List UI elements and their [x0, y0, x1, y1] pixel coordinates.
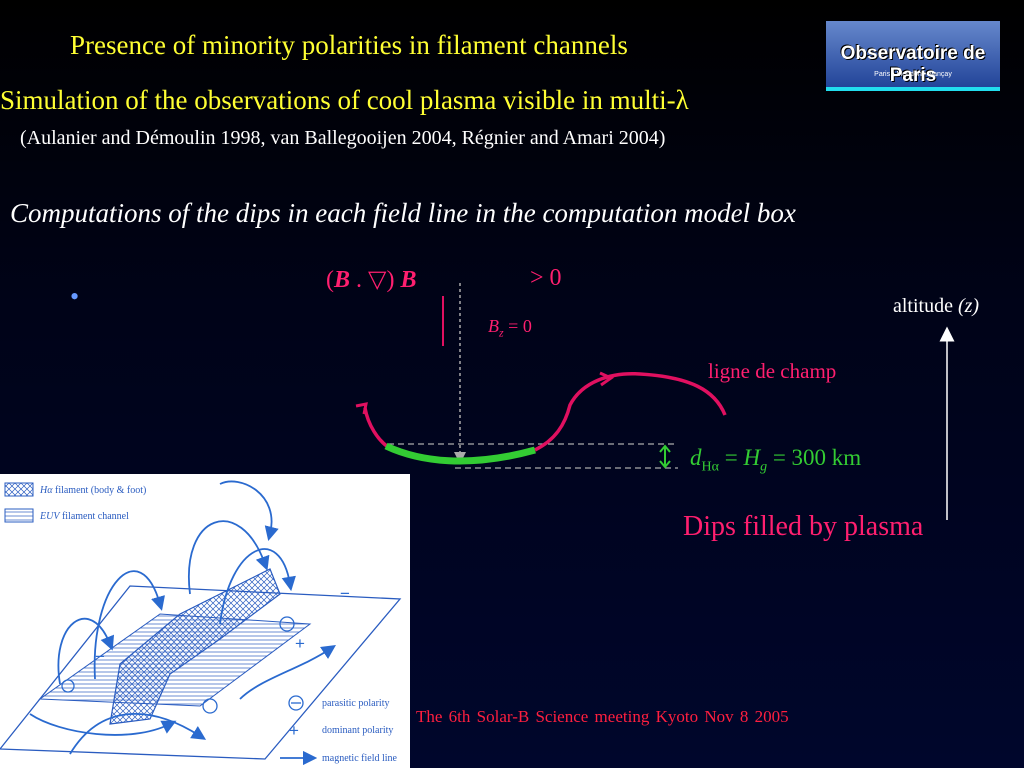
- legend-euv-swatch: [4, 508, 34, 523]
- legend-halpha-prefix: Hα: [39, 485, 53, 496]
- observatoire-logo: Observatoire de Paris Paris • Meudon • N…: [826, 21, 1000, 91]
- legend-halpha-text: filament (body & foot): [52, 485, 146, 496]
- bz-symbol: B: [488, 316, 499, 336]
- field-line-7: [239, 645, 336, 700]
- logo-name: Observatoire de Paris: [840, 43, 986, 86]
- formula-greater-than-zero: > 0: [530, 265, 562, 291]
- slide-subtitle: Simulation of the observations of cool p…: [0, 85, 689, 116]
- altitude-var: (z): [957, 295, 980, 317]
- dip-height-equation: dHα = Hg = 300 km: [690, 445, 861, 476]
- nabla-symbol: ▽: [368, 267, 387, 293]
- dha-h: H: [743, 445, 761, 470]
- minority-polarity-sign-1: −: [95, 647, 105, 666]
- plasma-dip: [384, 442, 536, 465]
- filament-channel-figure: Hα filament (body & foot) EUV filament c…: [0, 474, 410, 768]
- field-line-2: [93, 570, 165, 680]
- field-line-right-arrow: [599, 371, 615, 387]
- formula-open: (: [326, 267, 334, 293]
- field-line-5: [29, 713, 177, 736]
- logo-subline: Paris • Meudon • Nançay: [874, 71, 952, 78]
- altitude-label: altitude (z): [893, 295, 979, 318]
- minority-polarity-sign-2: −: [340, 584, 350, 603]
- field-line-left-arrow: [355, 402, 368, 415]
- dha-sub: Hα: [701, 459, 719, 475]
- dip-height-arrow-bottom: [659, 460, 671, 469]
- bz-sub: z: [499, 325, 504, 340]
- dha-value: = 300 km: [767, 445, 862, 470]
- dha-eq: =: [718, 445, 744, 470]
- computations-text: Computations of the dips in each field l…: [10, 198, 796, 228]
- legend-halpha-swatch: [4, 482, 34, 497]
- lambda-symbol: λ: [675, 85, 689, 115]
- references: (Aulanier and Démoulin 1998, van Ballego…: [20, 127, 666, 149]
- parasitic-polarity-marker-2: [279, 616, 295, 632]
- footer-meeting-info: The 6th Solar-B Science meeting Kyoto No…: [416, 707, 789, 726]
- legend-euv-text: filament channel: [59, 511, 129, 522]
- legend-parasitic-symbol: [288, 695, 304, 711]
- bullet-dot: •: [70, 282, 106, 311]
- field-line-6: [69, 713, 207, 755]
- legend-dominant: dominant polarity: [322, 725, 393, 736]
- altitude-text: altitude: [893, 295, 958, 317]
- dips-label: Dips filled by plasma: [683, 511, 924, 542]
- field-line-label: ligne de champ: [708, 359, 837, 383]
- dominant-polarity-sign-1: +: [295, 634, 305, 653]
- legend-euv: EUV filament channel: [39, 511, 129, 522]
- formula-dot: .: [350, 267, 369, 293]
- legend-halpha: Hα filament (body & foot): [39, 485, 146, 496]
- filament-sketch: Hα filament (body & foot) EUV filament c…: [0, 480, 402, 766]
- field-line-left: [363, 407, 390, 449]
- parasitic-polarity-marker-3: [61, 679, 75, 693]
- slide-title: Presence of minority polarities in filam…: [70, 30, 628, 60]
- field-line-1: [57, 618, 115, 685]
- legend-dominant-symbol: +: [289, 721, 299, 740]
- halpha-filament: [109, 568, 281, 725]
- photosphere-plane: [0, 585, 402, 760]
- legend-euv-prefix: EUV: [39, 511, 61, 522]
- subtitle-text: Simulation of the observations of cool p…: [0, 85, 676, 115]
- dip-condition-formula: (B . ▽) B: [326, 265, 417, 294]
- dha-hsub: g: [760, 459, 768, 475]
- legend-magnetic: magnetic field line: [322, 753, 398, 764]
- formula-close: ): [386, 267, 401, 293]
- parasitic-polarity-marker-1: [202, 698, 218, 714]
- dip-height-arrow-top: [659, 444, 671, 453]
- field-line-4: [219, 548, 296, 625]
- bz-equals-zero: Bz = 0: [488, 316, 532, 341]
- legend-parasitic: parasitic polarity: [322, 698, 389, 709]
- field-line-8: [219, 480, 279, 541]
- formula-b1: B: [334, 267, 351, 293]
- field-line-right: [534, 372, 727, 452]
- bullet-item: • ⃞: [70, 282, 106, 312]
- dha-d: d: [690, 445, 702, 470]
- field-line-3: [188, 520, 270, 595]
- formula-b2: B: [400, 267, 417, 293]
- bz-eq: = 0: [503, 316, 532, 336]
